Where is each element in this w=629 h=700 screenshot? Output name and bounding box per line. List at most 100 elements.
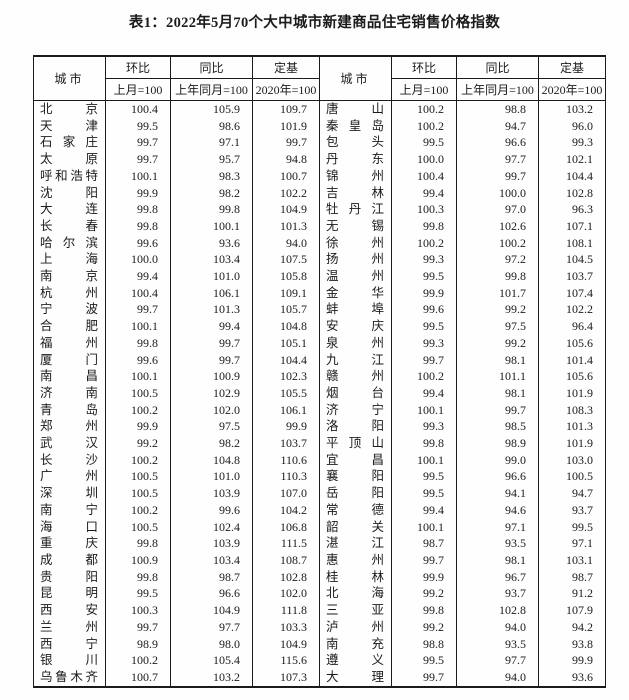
table-row: 上海 100.0 103.4 107.5 扬州 99.3 97.2 104.5	[33, 251, 606, 269]
value-cell: 108.3	[538, 401, 606, 419]
value-cell: 97.5	[170, 418, 253, 436]
value-cell: 91.2	[538, 585, 606, 603]
value-cell: 99.8	[105, 201, 171, 218]
value-cell: 105.9	[170, 100, 253, 118]
city-cell: 重庆	[33, 535, 106, 552]
value-cell: 100.9	[105, 551, 171, 569]
value-cell: 99.0	[456, 451, 539, 469]
value-cell: 101.3	[538, 418, 606, 436]
value-cell: 93.6	[538, 668, 606, 687]
city-name: 惠州	[326, 552, 384, 567]
city-cell: 西宁	[33, 635, 106, 653]
value-cell: 109.1	[252, 284, 320, 302]
city-name: 广州	[40, 469, 98, 484]
value-cell: 102.8	[456, 602, 539, 619]
value-cell: 99.7	[105, 301, 171, 319]
city-name: 包头	[326, 135, 384, 150]
value-cell: 97.1	[538, 535, 606, 552]
table-row: 兰州 99.7 97.7 103.3 泸州 99.2 94.0 94.2	[33, 618, 606, 636]
value-cell: 94.2	[538, 618, 606, 636]
city-cell: 呼和浩特	[33, 167, 106, 185]
header-yoy-base-left: 上年同月=100	[170, 78, 253, 101]
value-cell: 96.6	[456, 134, 539, 152]
value-cell: 99.6	[105, 234, 171, 252]
city-name: 福州	[40, 335, 98, 350]
value-cell: 98.3	[170, 167, 253, 185]
value-cell: 105.1	[252, 334, 320, 352]
value-cell: 100.2	[105, 501, 171, 519]
value-cell: 93.7	[538, 501, 606, 519]
header-city-left: 城市	[33, 56, 106, 101]
value-cell: 103.7	[252, 435, 320, 452]
city-cell: 海口	[33, 518, 106, 536]
table-row: 太原 99.7 95.7 94.8 丹东 100.0 97.7 102.1	[33, 151, 606, 168]
table-row: 宁波 99.7 101.3 105.7 蚌埠 99.6 99.2 102.2	[33, 301, 606, 319]
city-cell: 济宁	[319, 401, 392, 419]
city-name: 泸州	[326, 619, 384, 634]
city-cell: 银川	[33, 652, 106, 669]
table-row: 贵阳 99.8 98.7 102.8 桂林 99.9 96.7 98.7	[33, 568, 606, 586]
value-cell: 104.5	[538, 251, 606, 269]
city-name: 金华	[326, 285, 384, 300]
value-cell: 105.6	[538, 368, 606, 385]
city-cell: 扬州	[319, 251, 392, 269]
table-header: 城市 环比 同比 定基 城市 环比 同比 定基 上月=100 上年同月=100 …	[33, 56, 606, 101]
value-cell: 100.7	[105, 668, 171, 687]
city-name: 天津	[40, 118, 98, 133]
city-name: 泉州	[326, 335, 384, 350]
value-cell: 98.6	[170, 117, 253, 135]
value-cell: 99.7	[105, 134, 171, 152]
city-cell: 吉林	[319, 184, 392, 202]
value-cell: 98.1	[456, 551, 539, 569]
city-cell: 无锡	[319, 217, 392, 235]
value-cell: 106.8	[252, 518, 320, 536]
value-cell: 100.2	[105, 401, 171, 419]
value-cell: 103.4	[170, 551, 253, 569]
value-cell: 99.9	[391, 284, 457, 302]
city-name: 常德	[326, 502, 384, 517]
city-cell: 武汉	[33, 435, 106, 452]
value-cell: 100.2	[456, 234, 539, 252]
value-cell: 103.9	[170, 485, 253, 502]
header-yoy-right: 同比	[456, 56, 539, 79]
city-cell: 徐州	[319, 234, 392, 252]
value-cell: 99.5	[391, 268, 457, 285]
value-cell: 103.3	[252, 618, 320, 636]
city-cell: 长沙	[33, 451, 106, 469]
value-cell: 100.0	[105, 251, 171, 269]
value-cell: 101.0	[170, 268, 253, 285]
city-name: 徐州	[326, 235, 384, 250]
value-cell: 107.0	[252, 485, 320, 502]
table-row: 银川 100.2 105.4 115.6 遵义 99.5 97.7 99.9	[33, 652, 606, 669]
table-row: 广州 100.5 101.0 110.3 襄阳 99.5 96.6 100.5	[33, 468, 606, 486]
city-cell: 宁波	[33, 301, 106, 319]
value-cell: 100.2	[391, 100, 457, 118]
value-cell: 107.4	[538, 284, 606, 302]
value-cell: 104.8	[170, 451, 253, 469]
city-cell: 桂林	[319, 568, 392, 586]
value-cell: 94.0	[456, 668, 539, 687]
value-cell: 106.1	[252, 401, 320, 419]
city-cell: 哈尔滨	[33, 234, 106, 252]
value-cell: 108.1	[538, 234, 606, 252]
value-cell: 99.4	[391, 384, 457, 402]
value-cell: 97.7	[456, 151, 539, 168]
value-cell: 98.7	[170, 568, 253, 586]
city-cell: 遵义	[319, 652, 392, 669]
value-cell: 100.3	[391, 201, 457, 218]
city-name: 沈阳	[40, 185, 98, 200]
value-cell: 94.7	[538, 485, 606, 502]
city-cell: 郑州	[33, 418, 106, 436]
city-cell: 常德	[319, 501, 392, 519]
table-row: 石家庄 99.7 97.1 99.7 包头 99.5 96.6 99.3	[33, 134, 606, 152]
value-cell: 100.7	[252, 167, 320, 185]
value-cell: 99.2	[391, 585, 457, 603]
value-cell: 99.2	[391, 618, 457, 636]
table-row: 北京 100.4 105.9 109.7 唐山 100.2 98.8 103.2	[33, 100, 606, 118]
city-cell: 安庆	[319, 318, 392, 335]
value-cell: 100.5	[105, 485, 171, 502]
value-cell: 99.5	[105, 585, 171, 603]
value-cell: 99.8	[105, 217, 171, 235]
value-cell: 99.8	[391, 602, 457, 619]
value-cell: 100.1	[105, 368, 171, 385]
